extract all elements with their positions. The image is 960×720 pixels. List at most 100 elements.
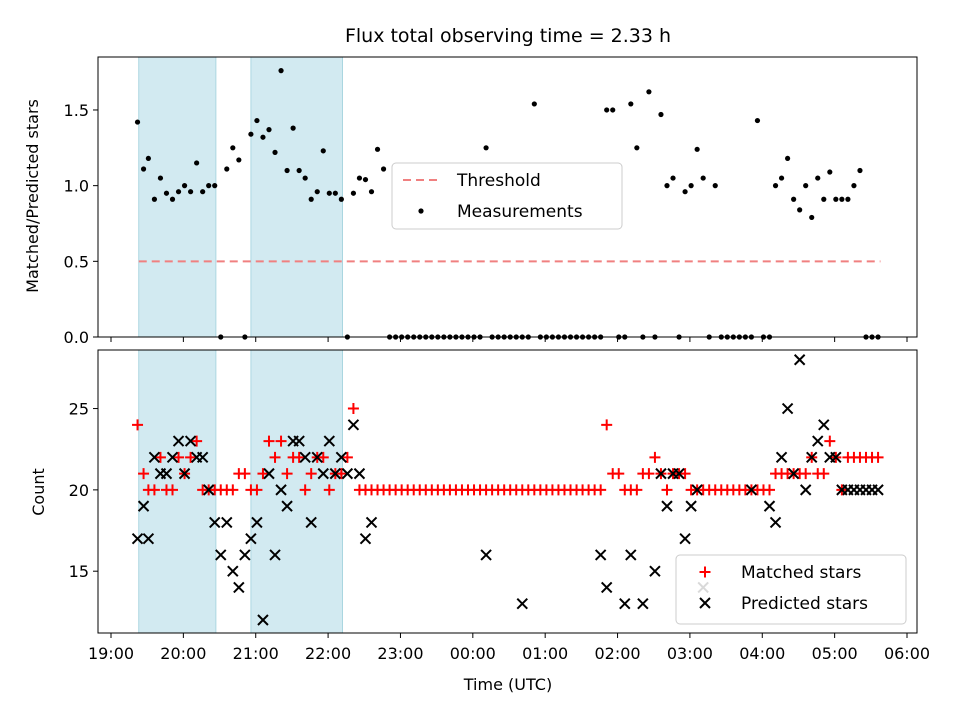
measurement-point: [688, 183, 694, 189]
predicted-star-marker: [311, 451, 323, 464]
predicted-star-marker: [293, 435, 305, 447]
measurement-point: [827, 169, 833, 175]
predicted-star-marker: [818, 419, 830, 431]
measurement-point: [320, 148, 326, 154]
matched-star-marker: [824, 435, 836, 447]
matched-star-marker: [335, 468, 347, 480]
predicted-star-marker: [160, 467, 173, 480]
measurement-point: [134, 119, 141, 125]
bottom-panel-frame: [97, 349, 918, 634]
legend-matched-swatch: [699, 566, 711, 578]
bottom-panel-series: [131, 354, 884, 626]
measurement-point: [260, 134, 266, 140]
predicted-star-marker: [359, 532, 372, 545]
measurement-point: [815, 175, 821, 181]
measurement-point: [809, 214, 815, 221]
measurement-point: [821, 196, 827, 202]
bottom-panel-ticks: 15 20 25 19:00 20:00 21:00 22:00 23:00 00:00 01:0…: [69, 400, 930, 663]
matched-star-marker: [613, 468, 625, 480]
bottom-panel-y-axis-label: Count: [29, 468, 48, 516]
measurement-point: [248, 131, 254, 137]
measurement-point: [350, 190, 357, 196]
matched-star-marker: [251, 484, 263, 496]
measurement-point: [140, 166, 147, 172]
predicted-star-marker: [799, 484, 812, 496]
measurement-point: [634, 145, 640, 151]
legend-predicted-swatch: [699, 597, 711, 609]
measurement-point: [151, 196, 158, 202]
measurement-point: [272, 149, 278, 155]
top-panel-title: Flux total observing time = 2.33 h: [345, 25, 671, 47]
predicted-star-marker: [184, 435, 197, 447]
predicted-star-marker: [516, 598, 528, 610]
predicted-star-marker: [793, 354, 806, 366]
matched-star-marker: [239, 468, 251, 480]
matched-star-marker: [347, 403, 359, 415]
matched-star-marker: [631, 484, 643, 496]
top-panel-shaded-intervals: [138, 56, 343, 338]
predicted-star-marker: [594, 549, 607, 561]
measurement-point: [284, 167, 290, 174]
predicted-star-marker: [781, 402, 794, 415]
measurement-point: [157, 175, 164, 181]
y-tick-label: 15: [69, 562, 89, 581]
predicted-star-marker: [245, 532, 257, 545]
top-panel-legend: Threshold Measurements: [391, 162, 623, 230]
matched-star-marker: [872, 451, 884, 463]
predicted-star-marker: [763, 500, 776, 512]
measurement-point: [326, 190, 332, 196]
matched-star-marker: [275, 435, 287, 447]
predicted-star-marker: [661, 500, 673, 512]
y-tick-label: 1.0: [64, 177, 89, 196]
legend-label: Predicted stars: [741, 594, 868, 614]
predicted-star-marker: [263, 467, 275, 480]
top-panel-ticks: 0.0 0.5 1.0 1.5: [64, 101, 908, 347]
measurement-point: [254, 117, 260, 124]
measurement-point: [797, 207, 803, 213]
matched-star-marker: [317, 451, 329, 463]
measurement-point: [803, 183, 809, 189]
predicted-star-marker: [142, 532, 155, 545]
x-tick-label: 21:00: [233, 644, 279, 663]
measurement-point: [857, 167, 863, 174]
legend-box: [391, 162, 623, 230]
measurement-point: [368, 189, 375, 195]
predicted-star-marker: [341, 467, 354, 480]
measurement-point: [206, 183, 212, 189]
matched-star-marker: [661, 484, 673, 496]
x-tick-label: 22:00: [305, 644, 351, 663]
measurement-point: [610, 107, 616, 113]
matched-star-marker: [323, 484, 335, 496]
measurement-point: [851, 183, 857, 189]
measurement-point: [628, 101, 634, 107]
matched-star-marker: [800, 468, 812, 480]
predicted-star-marker: [787, 467, 800, 480]
matched-star-marker: [191, 435, 203, 447]
measurement-point: [374, 146, 381, 152]
matched-star-marker: [341, 451, 353, 463]
predicted-star-marker: [347, 419, 360, 431]
predicted-star-marker: [148, 451, 161, 464]
predicted-star-marker: [137, 500, 150, 512]
measurement-point: [163, 190, 170, 196]
bottom-panel-legend: Matched stars Predicted stars: [675, 554, 907, 625]
legend-label: Matched stars: [741, 563, 861, 583]
matched-star-marker: [643, 468, 655, 480]
predicted-star-marker: [679, 532, 691, 545]
predicted-star-marker: [209, 516, 221, 529]
top-panel-frame: [97, 56, 918, 338]
measurement-point: [338, 196, 344, 202]
matched-star-marker: [281, 468, 293, 480]
x-tick-label: 19:00: [88, 644, 134, 663]
predicted-star-marker: [323, 435, 336, 447]
measurement-point: [833, 196, 839, 202]
matched-star-marker: [257, 468, 269, 480]
measurement-point: [604, 107, 610, 113]
matched-star-marker: [132, 419, 144, 431]
measurement-point: [175, 189, 182, 195]
matched-star-marker: [173, 451, 185, 463]
measurement-point: [670, 175, 676, 181]
matched-star-marker: [185, 451, 197, 463]
predicted-star-marker: [172, 435, 185, 447]
